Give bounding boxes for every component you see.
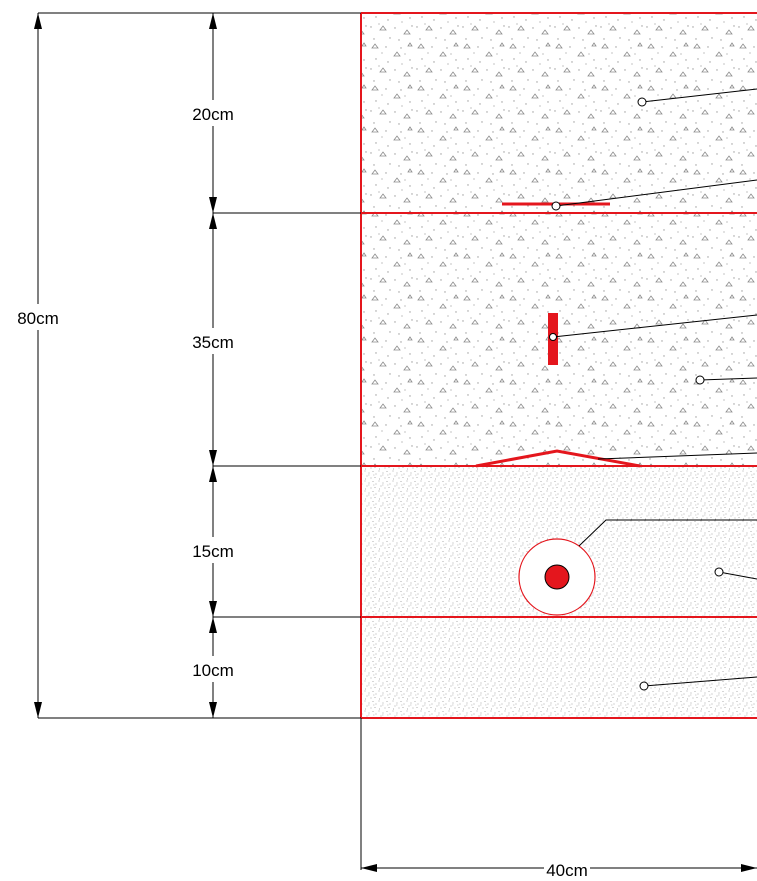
chevron-element [475, 449, 641, 468]
layer-1-height-label: 20cm [192, 105, 234, 124]
layer-2-fill [361, 213, 757, 466]
layer-4-height-label: 10cm [192, 661, 234, 680]
layer-4-fill [361, 617, 757, 718]
leader-marker-6 [639, 681, 649, 691]
layer-1-fill [361, 13, 757, 213]
layer-height-dimensions: 20cm 35cm 15cm 10cm [190, 13, 361, 718]
pipe-core [544, 564, 570, 590]
leader-marker-4 [695, 375, 705, 385]
total-height-dimension: 80cm [16, 12, 361, 719]
layer-borders [360, 12, 757, 719]
layer-2-height-label: 35cm [192, 333, 234, 352]
total-height-label: 80cm [17, 309, 59, 328]
width-dimension: 40cm [361, 856, 757, 881]
leader-marker-1 [637, 97, 647, 107]
leader-marker-5 [714, 567, 724, 577]
leader-marker-3 [549, 333, 557, 341]
width-label: 40cm [546, 861, 588, 880]
layer-3-height-label: 15cm [192, 542, 234, 561]
leader-marker-2 [551, 201, 561, 211]
leader-lines [549, 88, 757, 691]
